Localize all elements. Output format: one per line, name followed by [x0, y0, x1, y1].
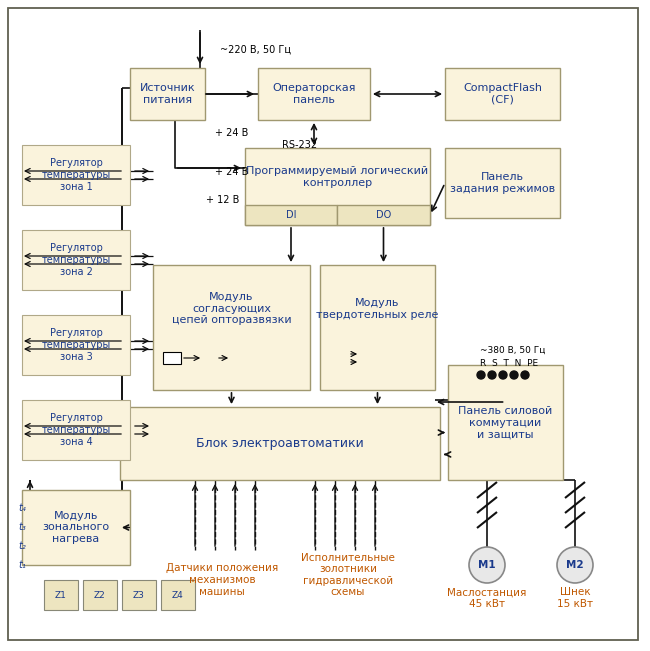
Bar — [161, 580, 195, 610]
Text: DO: DO — [376, 210, 391, 220]
Text: M1: M1 — [478, 560, 496, 570]
Bar — [22, 315, 130, 375]
Bar — [153, 265, 310, 390]
Circle shape — [557, 547, 593, 583]
Text: + 24 В: + 24 В — [215, 128, 248, 138]
Text: Блок электроавтоматики: Блок электроавтоматики — [196, 437, 364, 450]
Text: Шнек
15 кВт: Шнек 15 кВт — [557, 587, 593, 609]
Bar — [163, 352, 181, 364]
Text: t₁: t₁ — [18, 560, 26, 570]
Text: M2: M2 — [566, 560, 584, 570]
Text: + 12 В: + 12 В — [206, 195, 239, 205]
Text: Регулятор
температуры
зона 2: Регулятор температуры зона 2 — [42, 243, 110, 277]
Text: Модуль
твердотельных реле: Модуль твердотельных реле — [317, 298, 439, 320]
Text: Панель
задания режимов: Панель задания режимов — [450, 173, 555, 194]
Bar — [337, 205, 430, 225]
Bar — [445, 68, 560, 120]
Text: Регулятор
температуры
зона 1: Регулятор температуры зона 1 — [42, 158, 110, 191]
Bar — [448, 365, 563, 480]
Bar — [245, 205, 337, 225]
Text: Операторская
панель: Операторская панель — [272, 83, 356, 105]
Text: Исполнительные
золотники
гидравлической
схемы: Исполнительные золотники гидравлической … — [301, 553, 395, 598]
Text: Модуль
согласующих
цепей опторазвязки: Модуль согласующих цепей опторазвязки — [172, 292, 291, 326]
Text: Модуль
зонального
нагрева: Модуль зонального нагрева — [42, 511, 110, 544]
Text: + 24 В: + 24 В — [215, 167, 248, 177]
Text: Z4: Z4 — [172, 590, 184, 600]
Circle shape — [510, 371, 518, 379]
Text: Источник
питания: Источник питания — [140, 83, 195, 105]
Text: Z2: Z2 — [94, 590, 106, 600]
Text: t₂: t₂ — [18, 541, 26, 551]
Text: Программируемый логический
контроллер: Программируемый логический контроллер — [246, 167, 428, 188]
Text: RS-232: RS-232 — [283, 140, 318, 150]
Text: Регулятор
температуры
зона 4: Регулятор температуры зона 4 — [42, 413, 110, 447]
Text: Регулятор
температуры
зона 3: Регулятор температуры зона 3 — [42, 328, 110, 361]
Text: Z3: Z3 — [133, 590, 145, 600]
Circle shape — [477, 371, 485, 379]
Text: ~220 В, 50 Гц: ~220 В, 50 Гц — [220, 45, 291, 55]
Circle shape — [469, 547, 505, 583]
Circle shape — [499, 371, 507, 379]
Text: t₄: t₄ — [18, 503, 26, 513]
Bar — [44, 580, 78, 610]
Text: ~380 В, 50 Гц: ~380 В, 50 Гц — [480, 346, 545, 355]
Circle shape — [521, 371, 529, 379]
Text: Маслостанция
45 кВт: Маслостанция 45 кВт — [447, 587, 526, 609]
Text: CompactFlash
(CF): CompactFlash (CF) — [463, 83, 542, 105]
Bar — [22, 490, 130, 565]
Text: Датчики положения
механизмов
машины: Датчики положения механизмов машины — [166, 563, 278, 596]
Bar — [22, 400, 130, 460]
Text: Z1: Z1 — [55, 590, 67, 600]
Bar — [320, 265, 435, 390]
Bar — [83, 580, 117, 610]
Circle shape — [488, 371, 496, 379]
Text: DI: DI — [286, 210, 296, 220]
Text: R  S  T  N  PE: R S T N PE — [480, 359, 538, 368]
Bar — [22, 145, 130, 205]
Bar — [122, 580, 156, 610]
Bar — [22, 230, 130, 290]
Text: Панель силовой
коммутации
и защиты: Панель силовой коммутации и защиты — [458, 406, 552, 439]
Text: t₃: t₃ — [18, 522, 26, 532]
Bar — [130, 68, 205, 120]
Bar — [120, 407, 440, 480]
Bar — [258, 68, 370, 120]
Bar — [245, 148, 430, 225]
Bar — [445, 148, 560, 218]
